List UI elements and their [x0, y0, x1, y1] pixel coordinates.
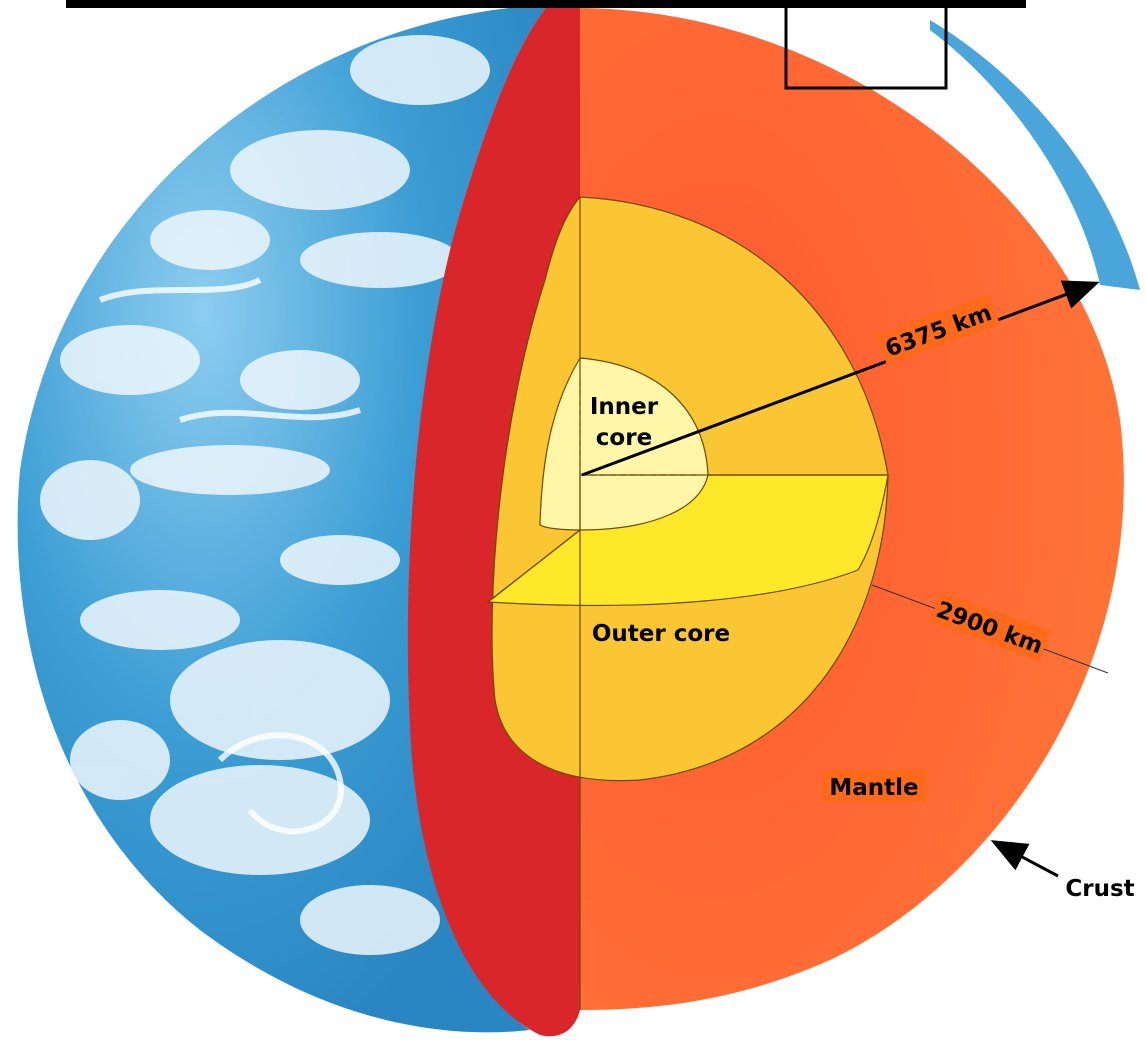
- inner-core-label-line2: core: [596, 425, 652, 451]
- inner-core: [539, 357, 709, 531]
- cut-guides: [487, 197, 888, 1010]
- earth-surface-rim: [930, 20, 1140, 290]
- cloud-patterns: [40, 35, 490, 955]
- outer-core-label: Outer core: [592, 621, 730, 647]
- top-frame-bar: [66, 0, 1026, 8]
- crust-pointer-icon: [990, 840, 1059, 878]
- frame-box: [784, 2, 948, 90]
- mantle-label: Mantle: [829, 775, 918, 801]
- crust-label: Crust: [1065, 876, 1134, 902]
- mantle-cut-face: [407, 5, 580, 1037]
- globe: [17, 5, 1140, 1033]
- cloud-swirls: [98, 277, 361, 835]
- radius-arrow-icon: [581, 280, 1100, 477]
- mantle-label-group: Mantle: [822, 770, 926, 802]
- inner-core-label: Inner: [590, 394, 659, 420]
